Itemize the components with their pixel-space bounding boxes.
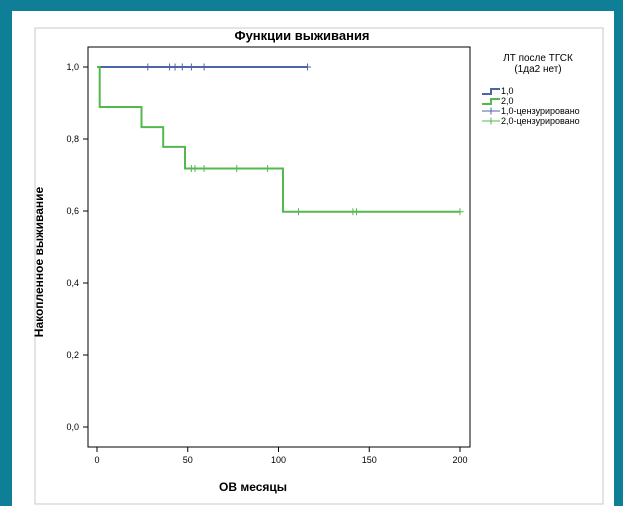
censor-mark-1 (200, 63, 208, 71)
x-tick-label: 150 (362, 455, 377, 465)
censor-mark-2 (353, 208, 361, 216)
censor-mark-2 (294, 208, 302, 216)
censor-mark-2 (233, 165, 241, 173)
legend: ЛТ после ТГСК (1да2 нет) 1,02,01,0-цензу… (482, 53, 580, 126)
censor-mark-1 (187, 63, 195, 71)
legend-entry-label: 2,0-цензурировано (501, 116, 580, 126)
censor-mark-2 (264, 165, 272, 173)
censor-mark-1 (304, 63, 312, 71)
legend-swatch-line (482, 88, 500, 95)
legend-swatch-line (482, 98, 500, 105)
censor-mark-1 (178, 63, 186, 71)
censor-mark-2 (200, 165, 208, 173)
censor-mark-1 (171, 63, 179, 71)
legend-title-line1: ЛТ после ТГСК (503, 53, 573, 64)
y-tick-label: 0,2 (66, 350, 79, 360)
legend-swatch-censor (482, 107, 500, 115)
series-line-2 (97, 66, 460, 213)
x-axis-label: ОВ месяцы (219, 480, 287, 494)
x-tick-label: 100 (271, 455, 286, 465)
y-tick-label: 0,0 (66, 422, 79, 432)
legend-swatch-censor (482, 117, 500, 125)
censor-mark-2 (191, 165, 199, 173)
y-tick-label: 0,4 (66, 278, 79, 288)
x-tick-label: 0 (94, 455, 99, 465)
legend-title-line2: (1да2 нет) (514, 64, 561, 75)
y-axis-label: Накопленное выживание (32, 186, 46, 337)
y-tick-label: 0,8 (66, 134, 79, 144)
legend-entry-label: 1,0-цензурировано (501, 106, 580, 116)
y-tick-label: 1,0 (66, 62, 79, 72)
legend-entry-label: 2,0 (501, 96, 514, 106)
chart-area-border (34, 27, 604, 505)
chart-title: Функции выживания (234, 28, 369, 43)
censor-mark-2 (456, 208, 464, 216)
x-tick-label: 50 (183, 455, 193, 465)
legend-entry-label: 1,0 (501, 86, 514, 96)
censor-mark-1 (144, 63, 152, 71)
x-tick-label: 200 (452, 455, 467, 465)
y-tick-label: 0,6 (66, 206, 79, 216)
